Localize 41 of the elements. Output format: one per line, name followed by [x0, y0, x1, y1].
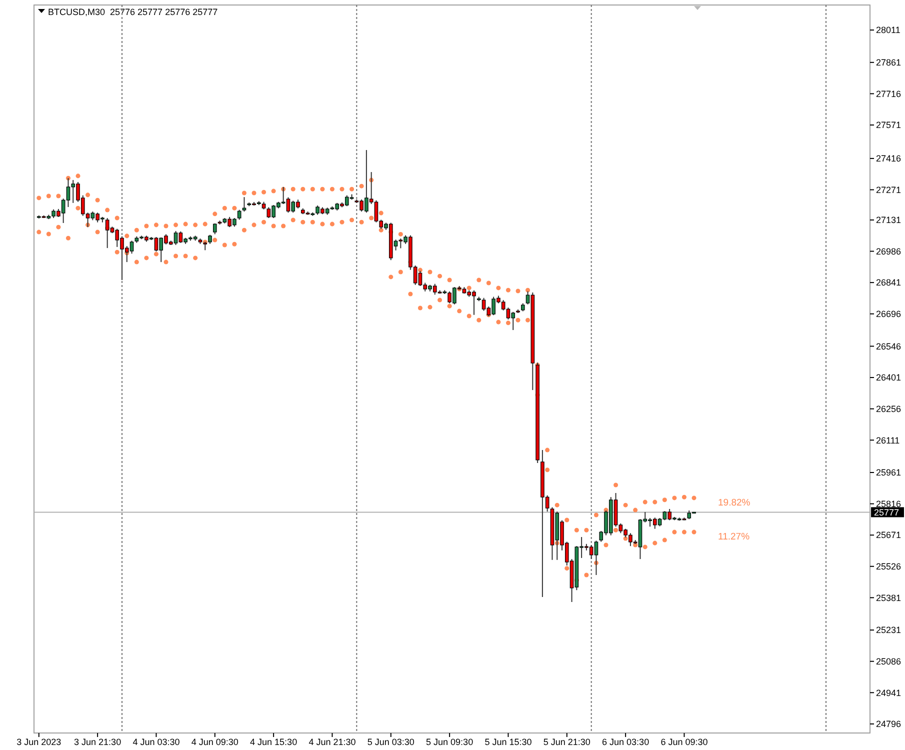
x-tick-label: 5 Jun 03:30 [367, 737, 414, 747]
x-tick-label: 5 Jun 15:30 [484, 737, 532, 747]
y-tick-label: 26111 [876, 435, 900, 446]
candlestick [242, 196, 246, 212]
candlestick [237, 209, 242, 220]
y-tick-label: 27571 [876, 120, 902, 130]
annotation: 11.27% [718, 531, 750, 542]
y-tick-label: 25671 [876, 530, 902, 540]
ref-line-label: 25777 [874, 507, 900, 518]
annotation: 19.82% [718, 497, 751, 508]
x-tick-label: 6 Jun 09:30 [660, 737, 708, 747]
y-tick-label: 27861 [876, 58, 902, 68]
x-tick-label: 4 Jun 15:30 [250, 737, 298, 747]
y-tick-label: 24796 [876, 719, 902, 730]
y-tick-label: 25961 [876, 468, 902, 478]
x-tick-label: 3 Jun 2023 [16, 737, 62, 747]
y-tick-label: 25526 [876, 562, 902, 572]
y-tick-label: 25816 [876, 498, 902, 509]
x-tick-label: 6 Jun 03:30 [602, 737, 650, 747]
y-tick-label: 25381 [876, 592, 902, 603]
x-tick-label: 3 Jun 21:30 [74, 737, 122, 747]
y-tick-label: 27416 [876, 154, 902, 164]
y-tick-label: 26256 [876, 404, 902, 414]
y-tick-label: 26696 [876, 309, 902, 320]
y-tick-label: 27716 [876, 88, 902, 99]
y-tick-label: 25231 [876, 625, 902, 636]
y-tick-label: 26841 [876, 278, 902, 288]
y-tick-label: 26546 [876, 341, 902, 352]
y-tick-label: 25086 [876, 656, 902, 666]
y-tick-label: 26986 [876, 246, 902, 256]
candlestick [208, 234, 212, 244]
y-tick-label: 26401 [876, 372, 902, 383]
y-tick-label: 24941 [876, 688, 902, 698]
x-tick-label: 5 Jun 21:30 [543, 737, 590, 747]
y-tick-label: 28011 [876, 25, 900, 36]
x-tick-label: 4 Jun 09:30 [191, 737, 238, 747]
x-tick-label: 4 Jun 21:30 [308, 737, 356, 747]
y-tick-label: 27271 [876, 184, 902, 195]
y-tick-label: 27131 [876, 215, 902, 226]
x-tick-label: 5 Jun 09:30 [426, 737, 474, 747]
x-tick-label: 4 Jun 03:30 [132, 737, 180, 747]
